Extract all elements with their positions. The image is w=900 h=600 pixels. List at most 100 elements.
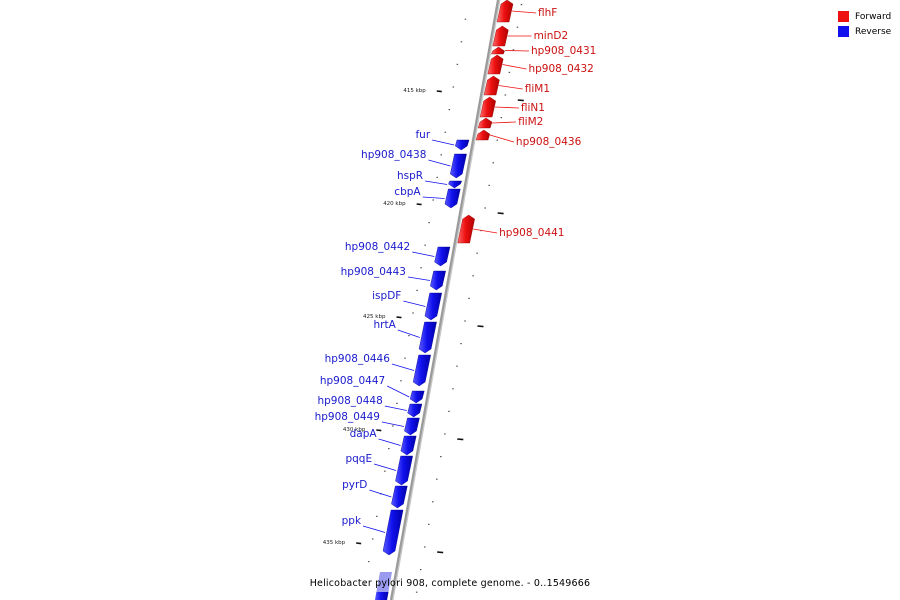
- major-tick: [517, 99, 524, 102]
- gene-label-cbpA: cbpA: [394, 186, 421, 198]
- major-tick: [477, 325, 484, 328]
- gene-block-fliM1[interactable]: [483, 75, 500, 96]
- minor-tick: [456, 63, 459, 65]
- gene-leader-line: [378, 438, 401, 446]
- gene-block-hp908_0441[interactable]: [457, 214, 475, 244]
- gene-leader-line: [422, 196, 445, 199]
- gene-leader-line: [504, 50, 530, 52]
- gene-leader-line: [428, 159, 451, 167]
- gene-block-minD2[interactable]: [492, 25, 509, 47]
- gene-block-partial: [375, 592, 389, 600]
- gene-block-hp908_0432[interactable]: [487, 54, 504, 75]
- backbone-line: [389, 0, 500, 600]
- legend-item-forward: Forward: [838, 9, 891, 24]
- gene-block-cbpA[interactable]: [444, 188, 461, 209]
- gene-leader-line: [512, 10, 537, 14]
- gene-block-hp908_0436[interactable]: [475, 129, 491, 141]
- minor-tick: [424, 244, 426, 246]
- gene-leader-line: [381, 421, 405, 427]
- map-caption: Helicobacter pylori 908, complete genome…: [309, 578, 591, 589]
- gene-label-hp908_0443: hp908_0443: [341, 266, 406, 278]
- gene-label-dapA: dapA: [350, 428, 378, 440]
- gene-block-pyrD[interactable]: [391, 485, 408, 509]
- minor-tick: [456, 365, 458, 367]
- gene-block-ispDF[interactable]: [424, 292, 442, 321]
- gene-label-pyrD: pyrD: [342, 479, 367, 491]
- minor-tick: [432, 199, 434, 201]
- gene-leader-line: [373, 463, 397, 471]
- gene-block-fur[interactable]: [455, 139, 470, 151]
- minor-tick: [464, 320, 466, 322]
- minor-tick: [404, 357, 406, 359]
- gene-block-hspR[interactable]: [448, 180, 463, 189]
- minor-tick: [488, 184, 490, 186]
- minor-tick: [500, 117, 503, 119]
- gene-block-hp908_0442[interactable]: [434, 246, 451, 267]
- gene-leader-line: [412, 251, 435, 257]
- gene-block-fliM2[interactable]: [477, 117, 493, 129]
- gene-label-flhF: flhF: [538, 7, 557, 19]
- gene-leader-line: [432, 139, 455, 146]
- gene-label-pqqE: pqqE: [345, 453, 372, 465]
- minor-tick: [408, 335, 410, 337]
- minor-tick: [400, 380, 402, 382]
- minor-tick: [396, 402, 398, 404]
- minor-tick: [436, 176, 438, 178]
- gene-block-ppk[interactable]: [382, 509, 404, 556]
- minor-tick: [516, 26, 519, 28]
- minor-tick: [448, 109, 451, 111]
- gene-label-fliM1: fliM1: [525, 83, 550, 95]
- gene-block-fliN1[interactable]: [479, 96, 496, 118]
- gene-label-hp908_0441: hp908_0441: [499, 227, 564, 239]
- minor-tick: [363, 583, 366, 585]
- gene-block-hp908_0431[interactable]: [491, 46, 505, 55]
- gene-leader-line: [407, 276, 431, 281]
- major-tick: [356, 542, 362, 545]
- minor-tick: [512, 49, 515, 51]
- gene-block-hp908_0438[interactable]: [450, 153, 467, 179]
- minor-tick: [504, 94, 507, 96]
- gene-leader-line: [502, 64, 527, 70]
- scale-label: 420 kbp: [383, 201, 406, 207]
- legend-label-forward: Forward: [855, 11, 892, 22]
- minor-tick: [388, 448, 390, 450]
- gene-leader-line: [362, 525, 386, 533]
- minor-tick: [472, 275, 474, 277]
- minor-tick: [476, 252, 478, 254]
- minor-tick: [423, 546, 426, 548]
- gene-leader-line: [397, 329, 420, 338]
- minor-tick: [452, 388, 454, 390]
- gene-leader-line: [403, 300, 426, 307]
- gene-label-hp908_0432: hp908_0432: [528, 63, 593, 75]
- gene-block-dapA[interactable]: [400, 435, 417, 456]
- gene-block-hp908_0449[interactable]: [404, 417, 420, 436]
- gene-label-hp908_0438: hp908_0438: [361, 149, 426, 161]
- gene-label-hp908_0449: hp908_0449: [315, 411, 380, 423]
- minor-tick: [416, 289, 418, 291]
- gene-block-hp908_0448[interactable]: [407, 403, 423, 418]
- gene-label-hspR: hspR: [397, 170, 423, 182]
- minor-tick: [484, 207, 486, 209]
- scale-label: 435 kbp: [323, 540, 346, 546]
- major-tick: [416, 203, 422, 206]
- legend-item-reverse: Reverse: [838, 24, 891, 39]
- major-tick: [497, 212, 504, 215]
- minor-tick: [415, 591, 418, 593]
- gene-block-flhF[interactable]: [496, 0, 514, 23]
- gene-block-hp908_0447[interactable]: [409, 390, 425, 404]
- gene-block-hp908_0443[interactable]: [430, 270, 446, 291]
- minor-tick: [468, 297, 470, 299]
- minor-tick: [444, 433, 446, 435]
- gene-block-pqqE[interactable]: [395, 455, 413, 486]
- gene-label-fliM2: fliM2: [518, 116, 543, 128]
- minor-tick: [428, 222, 430, 224]
- scale-label: 415 kbp: [403, 88, 426, 94]
- major-tick: [396, 316, 402, 319]
- gene-leader-line: [425, 180, 448, 185]
- gene-label-hrtA: hrtA: [374, 319, 397, 331]
- minor-tick: [460, 41, 463, 43]
- gene-block-hp908_0446[interactable]: [412, 354, 431, 387]
- legend-label-reverse: Reverse: [855, 26, 892, 37]
- gene-block-hrtA[interactable]: [418, 321, 437, 354]
- gene-label-ppk: ppk: [342, 515, 362, 527]
